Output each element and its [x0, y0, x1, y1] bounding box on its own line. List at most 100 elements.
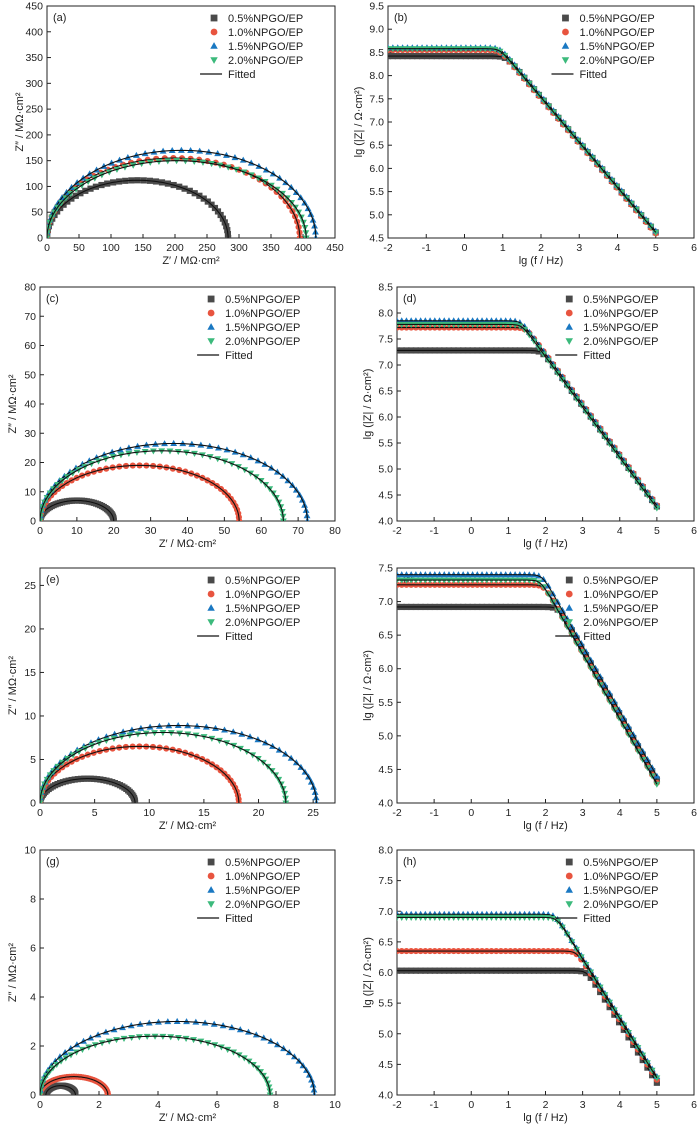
- x-tick-label: 6: [691, 807, 697, 819]
- legend-label: 1.0%NPGO/EP: [228, 27, 303, 39]
- fitted-line: [397, 916, 658, 1079]
- fitted-line: [397, 323, 658, 509]
- panel-label: (g): [46, 856, 59, 868]
- y-tick-label: 5.0: [378, 1028, 393, 1040]
- y-tick-label: 5.5: [369, 186, 384, 198]
- legend-label: 1.5%NPGO/EP: [225, 603, 300, 615]
- y-tick-label: 70: [24, 311, 36, 323]
- x-tick-label: 6: [214, 1099, 220, 1111]
- legend-label: 1.0%NPGO/EP: [579, 27, 654, 39]
- x-tick-label: 1: [505, 807, 511, 819]
- x-tick-label: 50: [219, 525, 231, 537]
- x-tick-label: -2: [392, 807, 401, 819]
- legend-marker: [207, 604, 215, 611]
- data-point: [497, 321, 505, 329]
- x-tick-label: 15: [198, 807, 210, 819]
- y-tick-label: 4.0: [378, 1090, 393, 1102]
- x-tick-label: -1: [422, 242, 431, 254]
- legend-label: 2.0%NPGO/EP: [583, 336, 658, 348]
- plot-frame: [39, 567, 336, 804]
- x-tick-label: 50: [73, 242, 85, 254]
- legend-label: 1.5%NPGO/EP: [225, 885, 300, 897]
- x-tick-label: 5: [653, 242, 659, 254]
- y-tick-label: 4.0: [378, 516, 393, 528]
- y-tick-label: 6.5: [378, 936, 393, 948]
- data-point: [481, 46, 489, 53]
- legend-label: 2.0%NPGO/EP: [225, 899, 300, 911]
- fitted-line: [40, 464, 240, 521]
- legend-marker: [210, 42, 218, 49]
- y-tick-label: 50: [24, 369, 36, 381]
- y-tick-label: 450: [25, 1, 43, 13]
- y-tick-label: 4.5: [378, 764, 393, 776]
- y-tick-label: 4.5: [378, 490, 393, 502]
- panel-label: (h): [403, 856, 416, 868]
- y-tick-label: 6: [30, 943, 36, 955]
- fitted-line: [47, 179, 229, 238]
- x-tick-label: 350: [262, 242, 280, 254]
- y-tick-label: 9.0: [369, 24, 384, 36]
- legend-label: 1.0%NPGO/EP: [583, 589, 658, 601]
- legend-label: Fitted: [583, 631, 611, 643]
- fitted-line: [397, 970, 658, 1084]
- data-point: [133, 449, 141, 456]
- fitted-line: [397, 320, 658, 506]
- data-point: [417, 321, 425, 329]
- y-tick-label: 300: [25, 78, 43, 90]
- x-tick-label: 400: [294, 242, 312, 254]
- x-tick-label: 0: [468, 807, 474, 819]
- x-tick-label: 3: [576, 242, 582, 254]
- x-tick-label: 4: [617, 807, 623, 819]
- y-tick-label: 40: [24, 399, 36, 411]
- legend-label: 2.0%NPGO/EP: [225, 336, 300, 348]
- fitted-line: [397, 349, 658, 507]
- y-tick-label: 7.5: [378, 875, 393, 887]
- x-tick-label: 5: [654, 1099, 660, 1111]
- legend: 0.5%NPGO/EP 1.0%NPGO/EP 1.5%NPGO/EP 2.0%NPG…: [555, 294, 658, 362]
- y-axis-label: Z″ / MΩ·cm²: [7, 656, 19, 715]
- y-tick-label: 30: [24, 428, 36, 440]
- panel-b: -2 -1 0 1 2 3 4 5 6 4.5 5.0 5.5 6.0 6.5 7.0 7.5 8.0 8.5 9.…: [353, 1, 697, 268]
- data-point: [455, 321, 462, 329]
- legend-label: 0.5%NPGO/EP: [583, 294, 658, 306]
- x-axis-label: Z′ / MΩ·cm²: [159, 538, 217, 550]
- y-tick-label: 200: [25, 129, 43, 141]
- series-0.5%NPGO/EP: [397, 967, 660, 1086]
- plot-area: [388, 44, 660, 237]
- plot-frame: [46, 5, 336, 239]
- data-point: [440, 321, 448, 329]
- y-tick-label: 6.0: [369, 163, 384, 175]
- x-tick-label: 10: [71, 525, 83, 537]
- y-tick-label: 8.5: [369, 47, 384, 59]
- legend-marker: [207, 590, 215, 598]
- fitted-line: [40, 724, 317, 803]
- y-tick-label: 5.5: [378, 998, 393, 1010]
- series-1.5%NPGO/EP: [40, 1017, 318, 1095]
- legend-label: 1.0%NPGO/EP: [583, 871, 658, 883]
- legend-marker: [565, 604, 573, 611]
- x-tick-label: 300: [230, 242, 248, 254]
- x-tick-label: -1: [429, 525, 438, 537]
- data-point: [40, 518, 44, 521]
- legend-marker: [565, 309, 573, 317]
- y-tick-label: 10: [24, 486, 36, 498]
- x-tick-label: 30: [145, 525, 157, 537]
- x-tick-label: 10: [329, 1099, 341, 1111]
- legend-label: 1.5%NPGO/EP: [228, 41, 303, 53]
- legend: 0.5%NPGO/EP 1.0%NPGO/EP 1.5%NPGO/EP 2.0%NPG…: [555, 857, 658, 925]
- legend-label: 2.0%NPGO/EP: [583, 899, 658, 911]
- y-tick-label: 2: [30, 1041, 36, 1053]
- x-tick-label: 2: [543, 1099, 549, 1111]
- legend-marker: [565, 338, 573, 345]
- x-tick-label: 20: [253, 807, 265, 819]
- data-point: [190, 158, 198, 165]
- legend: 0.5%NPGO/EP 1.0%NPGO/EP 1.5%NPGO/EP 2.0%NPG…: [197, 575, 300, 643]
- legend-marker: [561, 42, 570, 49]
- legend-label: 0.5%NPGO/EP: [225, 294, 300, 306]
- y-tick-label: 8.0: [369, 70, 384, 82]
- legend-marker: [562, 28, 569, 36]
- legend-marker: [207, 338, 215, 345]
- x-axis-label: lg (f / Hz): [519, 255, 564, 267]
- y-tick-label: 10: [24, 710, 36, 722]
- legend-label: 2.0%NPGO/EP: [228, 55, 303, 67]
